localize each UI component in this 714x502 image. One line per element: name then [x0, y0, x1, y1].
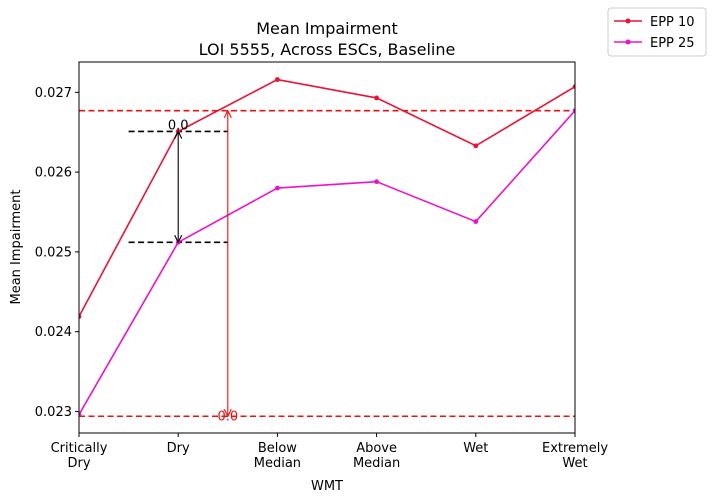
x-axis: Critically Dry Dry Below Median Above Median We… — [51, 433, 608, 471]
x-axis-label: WMT — [311, 479, 343, 494]
data-point — [374, 95, 379, 101]
x-tick-label: Below Median — [254, 441, 301, 471]
plot-area — [79, 77, 575, 418]
data-point — [79, 314, 82, 319]
y-axis: 0.023 0.024 0.025 0.026 0.027 — [35, 86, 79, 420]
legend: EPP 10 EPP 25 — [607, 7, 707, 57]
x-tick-label: Dry — [167, 441, 190, 456]
data-point — [473, 143, 479, 149]
x-tick-label: Wet — [463, 441, 488, 456]
chart-title-line2: LOI 5555, Across ESCs, Baseline — [199, 40, 456, 59]
legend-marker-epp10 — [625, 18, 631, 24]
y-tick-label: 0.027 — [35, 86, 72, 101]
data-point — [275, 185, 280, 191]
series-line-epp25 — [79, 110, 575, 416]
difference-label-black: 0.0 — [168, 118, 189, 133]
y-axis-label: Mean Impairment — [9, 190, 24, 305]
x-tick-label: Critically Dry — [51, 441, 108, 471]
y-tick-label: 0.023 — [35, 405, 72, 420]
data-point — [572, 108, 575, 114]
data-point — [473, 219, 479, 224]
x-tick-label: Above Median — [353, 441, 400, 471]
x-tick-label: Extremely Wet — [542, 441, 608, 471]
axes-frame — [78, 61, 576, 434]
y-tick-label: 0.024 — [35, 325, 72, 340]
data-point — [374, 179, 379, 185]
difference-label-red: 0.0 — [217, 410, 238, 425]
legend-marker-epp25 — [625, 39, 631, 45]
data-point — [275, 77, 280, 82]
data-point — [79, 412, 82, 418]
legend-label-epp10: EPP 10 — [650, 15, 695, 30]
series-line-epp10 — [79, 78, 575, 317]
data-point — [572, 84, 575, 90]
y-tick-label: 0.025 — [35, 245, 72, 260]
legend-label-epp25: EPP 25 — [650, 36, 695, 51]
legend-frame — [607, 7, 707, 57]
chart-title-line1: Mean Impairment — [256, 19, 398, 38]
y-tick-label: 0.026 — [35, 166, 72, 181]
